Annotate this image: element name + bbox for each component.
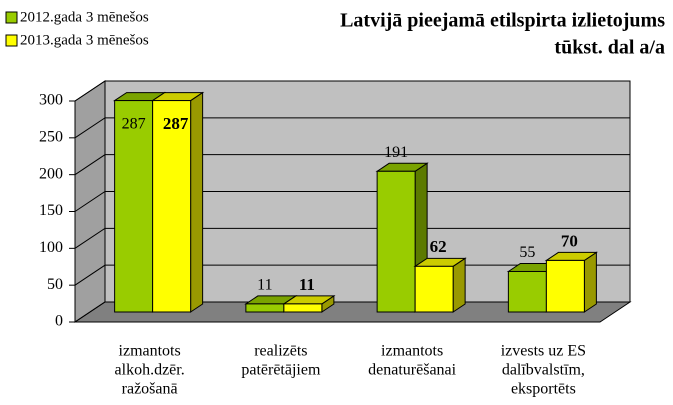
y-tick-label: 200	[39, 165, 63, 182]
y-tick-label: 150	[39, 202, 63, 219]
chart-title: Latvijā pieejamā etilspirta izlietojums	[340, 10, 665, 32]
legend-label: 2013.gada 3 mēnešos	[20, 32, 149, 48]
data-label: 11	[257, 277, 272, 294]
data-label: 11	[299, 275, 315, 294]
x-tick-label: denaturēšanai	[368, 362, 457, 379]
x-tick-label: ražošanā	[122, 381, 178, 398]
data-label: 62	[430, 237, 447, 256]
x-tick-label: eksportēts	[511, 381, 576, 398]
bar-side	[452, 257, 466, 313]
bar	[282, 294, 336, 313]
bar-front	[245, 303, 285, 313]
grid-line	[74, 227, 630, 249]
legend-swatch	[5, 34, 18, 47]
bar-front	[507, 270, 547, 313]
bar-front	[376, 170, 416, 313]
x-tick-label: izmantots	[381, 343, 443, 360]
bar	[375, 162, 429, 313]
chart-title: tūkst. dal a/a	[554, 37, 665, 59]
bar	[150, 91, 205, 313]
bar-front	[114, 100, 154, 313]
y-tick-label: 100	[39, 239, 63, 256]
bar-front	[152, 100, 192, 313]
bar-front	[414, 265, 454, 313]
data-label: 55	[519, 244, 535, 261]
bar-front	[545, 259, 585, 313]
grid-line	[74, 80, 630, 102]
data-label: 70	[561, 231, 578, 250]
x-tick-label: izvests uz ES	[501, 343, 586, 360]
bar	[544, 251, 599, 313]
legend-swatch	[5, 11, 18, 24]
grid-line	[74, 117, 630, 139]
bar-side	[190, 91, 204, 313]
bar-front	[283, 303, 323, 313]
x-tick-label: dalībvalstīm,	[502, 362, 585, 379]
y-tick-label: 50	[47, 276, 63, 293]
bar	[413, 257, 467, 313]
grid-line	[74, 191, 630, 212]
legend-label: 2012.gada 3 mēnešos	[20, 9, 149, 25]
data-label: 287	[122, 116, 146, 133]
y-tick-label: 250	[39, 129, 63, 146]
x-tick-label: izmantots	[119, 343, 181, 360]
data-label: 287	[163, 114, 189, 133]
bar-side	[583, 251, 597, 313]
x-tick-label: patērētājiem	[241, 362, 321, 379]
y-tick-label: 300	[39, 92, 63, 109]
y-tick-label: 0	[55, 313, 63, 330]
grid-line	[74, 154, 630, 176]
x-tick-label: alkoh.dzēr.	[115, 362, 185, 379]
x-tick-label: realizēts	[254, 343, 307, 360]
data-label: 191	[384, 144, 408, 161]
